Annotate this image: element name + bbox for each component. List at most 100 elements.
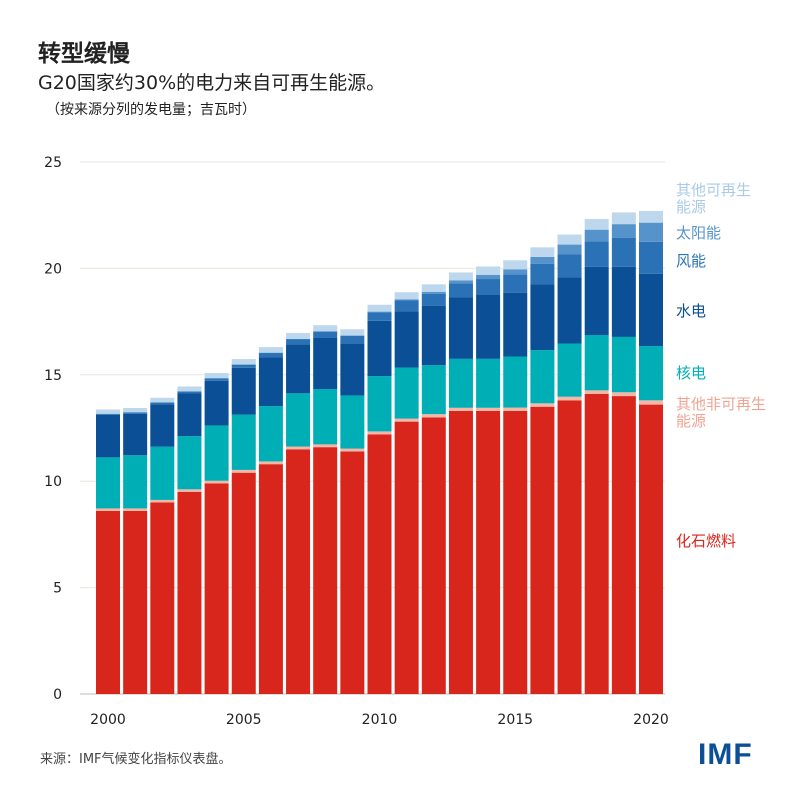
bar-segment-2019	[611, 266, 636, 337]
y-tick-label: 0	[53, 687, 62, 703]
bar-segment-2001	[123, 412, 148, 414]
bar-segment-2014	[476, 274, 501, 280]
bar-segment-2011	[394, 311, 419, 368]
bar-segment-2004	[204, 378, 229, 381]
bar-segment-2003	[177, 489, 202, 492]
bar-segment-2007	[286, 393, 311, 447]
bar-segment-2000	[96, 413, 120, 415]
bar-segment-2010	[367, 311, 392, 313]
bar-segment-2012	[421, 284, 446, 292]
bar-segment-2018	[584, 219, 609, 230]
bar-segment-2002	[150, 404, 175, 447]
legend-label: 能源	[676, 412, 706, 430]
bar-segment-2020	[639, 400, 663, 405]
bar-segment-2018	[584, 335, 609, 391]
bar-segment-2009	[340, 395, 365, 449]
bar-segment-2010	[367, 320, 392, 377]
bar-segment-2014	[476, 266, 501, 275]
bar-segment-2012	[421, 291, 446, 294]
bar-segment-2012	[421, 365, 446, 415]
bar-segment-2020	[639, 241, 663, 274]
bar-segment-2008	[313, 447, 338, 694]
bar-segment-2005	[231, 469, 256, 473]
bar-segment-2009	[340, 451, 365, 694]
bar-segment-2010	[367, 434, 392, 694]
bar-segment-2013	[448, 280, 473, 284]
bar-segment-2020	[639, 273, 663, 347]
bar-segment-2008	[313, 389, 338, 445]
source-note: 来源：IMF气候变化指标仪表盘。	[40, 752, 232, 767]
bar-segment-2007	[286, 446, 311, 450]
units-note: （按来源分列的发电量；吉瓦时）	[46, 102, 256, 118]
bar-segment-2003	[177, 391, 202, 394]
bar-segment-2009	[340, 448, 365, 452]
chart-title: 转型缓慢	[38, 41, 130, 67]
bar-segment-2016	[530, 263, 555, 285]
bar-segment-2016	[530, 406, 555, 694]
bar-segment-2012	[421, 293, 446, 306]
bar-segment-2006	[258, 464, 283, 694]
bar-segment-2018	[584, 390, 609, 394]
bar-segment-2001	[123, 510, 148, 694]
bar-segment-2013	[448, 410, 473, 694]
bar-segment-2003	[177, 491, 202, 694]
bar-segment-2007	[286, 449, 311, 694]
bar-segment-2011	[394, 300, 419, 312]
bar-segment-2007	[286, 339, 311, 345]
bar-segment-2018	[584, 393, 609, 694]
x-tick-label: 2020	[633, 712, 669, 728]
y-tick-label: 10	[44, 474, 62, 490]
bar-segment-2015	[503, 410, 528, 694]
bar-segment-2000	[96, 414, 120, 458]
bar-segment-2009	[340, 329, 365, 336]
bar-segment-2019	[611, 224, 636, 238]
bar-segment-2013	[448, 358, 473, 408]
bar-segment-2011	[394, 418, 419, 422]
bar-segment-2006	[258, 461, 283, 465]
bar-segment-2002	[150, 499, 175, 503]
bar-segment-2002	[150, 402, 175, 405]
legend-label: 能源	[676, 198, 706, 216]
imf-logo: IMF	[698, 738, 753, 771]
bar-segment-2016	[530, 403, 555, 407]
legend-label: 水电	[676, 302, 706, 320]
legend-label: 其他非可再生	[676, 395, 766, 413]
bar-segment-2008	[313, 331, 338, 338]
bar-segment-2005	[231, 364, 256, 368]
bar-segment-2005	[231, 472, 256, 694]
bar-segment-2004	[204, 380, 229, 426]
bar-segment-2010	[367, 431, 392, 435]
bar-segment-2017	[557, 254, 582, 278]
bar-segment-2010	[367, 312, 392, 321]
bar-segment-2016	[530, 256, 555, 264]
bar-segment-2005	[231, 359, 256, 365]
x-tick-label: 2000	[90, 712, 126, 728]
bar-segment-2016	[530, 350, 555, 404]
bar-segment-2017	[557, 244, 582, 255]
bar-segment-2015	[503, 260, 528, 270]
x-tick-label: 2005	[226, 712, 262, 728]
bar-segment-2017	[557, 277, 582, 344]
bar-segment-2001	[123, 455, 148, 509]
bar-segment-2017	[557, 343, 582, 397]
bar-segment-2013	[448, 407, 473, 411]
bar-segment-2012	[421, 305, 446, 366]
bar-segment-2015	[503, 407, 528, 411]
bar-segment-2000	[96, 409, 120, 414]
bar-segment-2019	[611, 396, 636, 694]
bar-segment-2009	[340, 335, 365, 344]
bar-segment-2007	[286, 338, 311, 340]
bar-segment-2019	[611, 392, 636, 397]
bar-segment-2003	[177, 393, 202, 437]
bar-segment-2020	[639, 346, 663, 401]
bar-segment-2009	[340, 343, 365, 396]
bar-segment-2018	[584, 266, 609, 336]
bar-segment-2018	[584, 241, 609, 267]
bar-segment-2008	[313, 325, 338, 332]
bar-segment-2003	[177, 386, 202, 392]
bar-segment-2019	[611, 336, 636, 393]
bar-segment-2006	[258, 352, 283, 358]
bar-segment-2019	[611, 237, 636, 267]
bar-segment-2001	[123, 407, 148, 413]
bar-segment-2003	[177, 436, 202, 490]
